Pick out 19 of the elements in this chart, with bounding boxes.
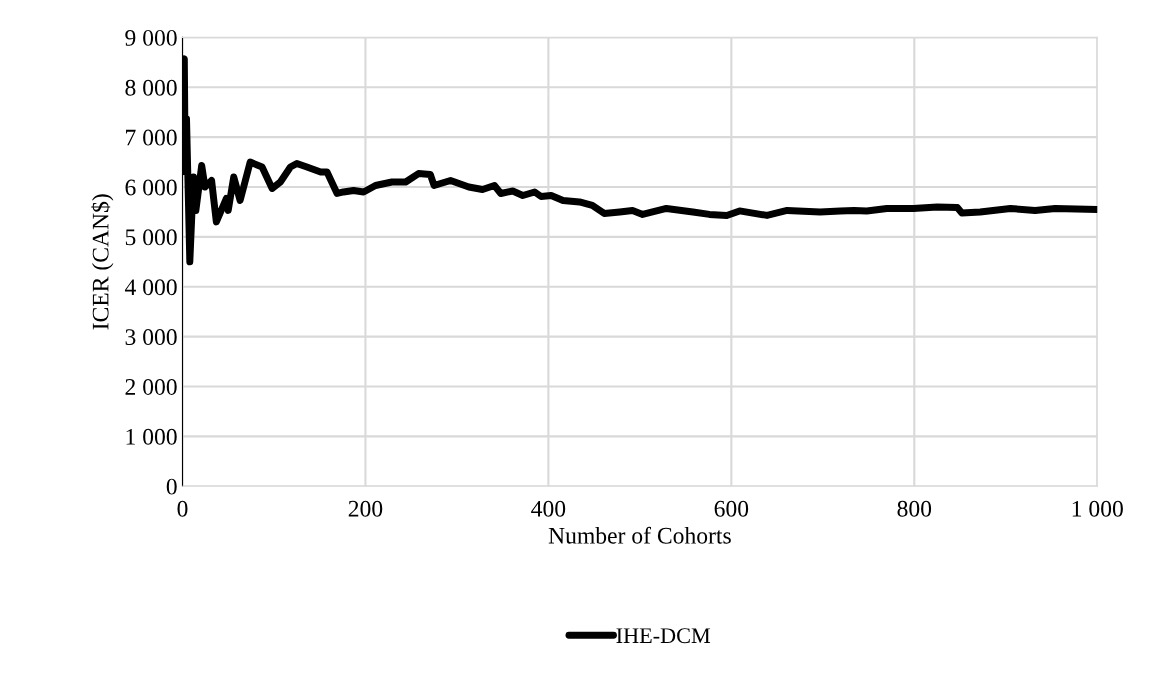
y-axis-title: ICER (CAN$): [91, 194, 114, 330]
y-tick-label: 7 000: [126, 129, 177, 146]
x-tick-label: 1 000: [1072, 500, 1123, 517]
x-tick-label: 400: [531, 500, 566, 517]
y-tick-label: 6 000: [125, 179, 177, 196]
x-tick-label: 600: [714, 500, 749, 517]
legend-label: IHE-DCM: [616, 628, 711, 644]
x-tick-label: 0: [177, 500, 188, 517]
y-tick-label: 0: [166, 478, 177, 495]
y-tick-label: 8 000: [125, 79, 177, 96]
y-tick-label: 9 000: [125, 29, 177, 46]
y-tick-label: 3 000: [125, 329, 177, 346]
x-axis-title: Number of Cohorts: [548, 526, 731, 544]
y-tick-label: 5 000: [125, 229, 177, 246]
y-tick-label: 2 000: [125, 378, 177, 395]
y-tick-label: 1 000: [126, 428, 177, 445]
x-tick-label: 200: [348, 500, 383, 517]
x-tick-label: 800: [897, 500, 932, 517]
y-tick-label: 4 000: [124, 279, 177, 296]
